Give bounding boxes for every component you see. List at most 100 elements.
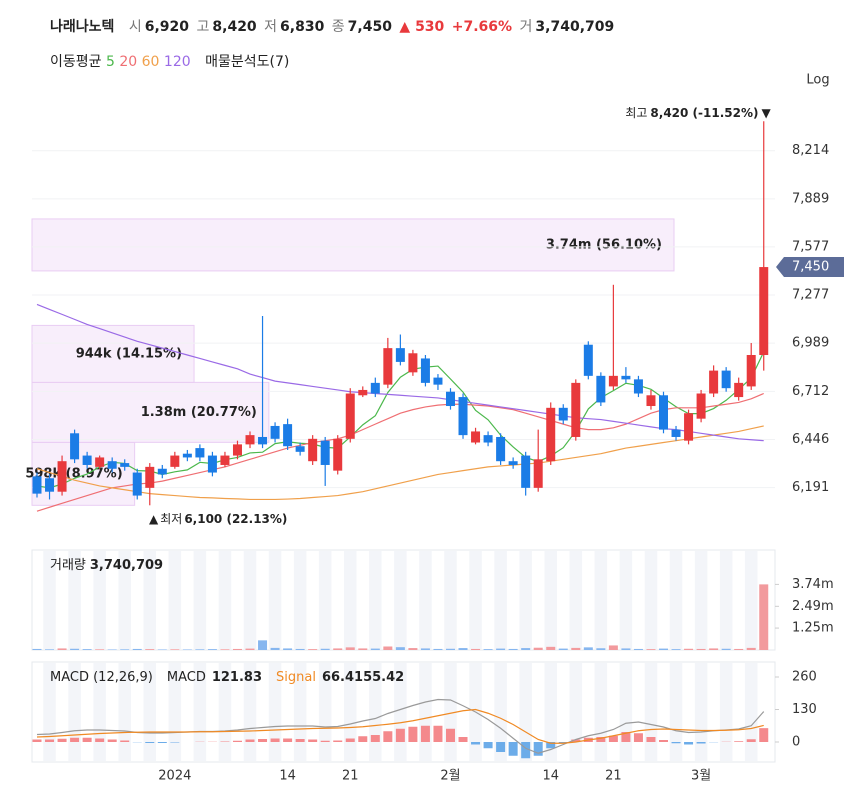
volume-title: 거래량 3,740,709: [50, 558, 163, 573]
candle-body: [308, 438, 318, 462]
macd-histogram-bar: [633, 733, 643, 742]
macd-legend-value: 66.41: [322, 670, 363, 685]
column-band: [694, 551, 708, 649]
candle-body: [621, 375, 631, 380]
column-band: [419, 551, 432, 649]
x-tick-label: 3월: [691, 769, 711, 784]
column-band: [243, 663, 257, 761]
volume-bar: [45, 649, 55, 650]
header-change: ▲ 530: [399, 19, 444, 35]
column-band: [719, 551, 733, 649]
macd-histogram-bar: [70, 737, 80, 742]
column-band: [118, 663, 131, 761]
macd-histogram-bar: [471, 742, 481, 745]
y-tick-label: 6,191: [792, 480, 829, 495]
header-value: 3,740,709: [535, 19, 614, 35]
volume-bar: [483, 649, 493, 650]
volume-bar: [433, 648, 443, 650]
macd-histogram-bar: [759, 728, 769, 742]
column-band: [469, 551, 482, 649]
volume-bar: [633, 648, 643, 650]
macd-histogram-bar: [82, 737, 92, 742]
macd-histogram-bar: [370, 735, 380, 742]
column-band: [694, 663, 708, 761]
candle-body: [270, 425, 280, 439]
volume-bar: [283, 648, 293, 650]
macd-histogram-bar: [596, 737, 606, 742]
volume-bar: [245, 648, 255, 650]
column-band: [719, 663, 733, 761]
volume-bar: [345, 647, 355, 650]
macd-histogram-bar: [232, 740, 242, 742]
macd-legend-name: Signal: [276, 670, 316, 685]
macd-histogram-bar: [433, 725, 443, 742]
y-tick-label: 6,446: [792, 432, 829, 447]
volume-bar: [182, 649, 192, 650]
candle-body: [521, 455, 531, 488]
candle-body: [533, 459, 543, 488]
column-band: [68, 663, 81, 761]
column-band: [494, 663, 507, 761]
candle-body: [95, 457, 105, 467]
volume-bar: [646, 649, 656, 650]
macd-histogram-bar: [496, 742, 506, 752]
volume-bar: [558, 648, 568, 650]
column-band: [569, 663, 583, 761]
high-annotation-part: 8,420 (-11.52%): [650, 106, 758, 120]
candle-body: [320, 440, 330, 465]
y-tick-label: 0: [792, 735, 800, 750]
column-band: [43, 551, 56, 649]
macd-histogram-bar: [508, 742, 518, 756]
macd-histogram-value: 55.42: [363, 670, 404, 685]
legend-entry: 5: [106, 54, 115, 70]
legend-entry: 20: [119, 54, 137, 70]
candle-body: [496, 436, 506, 462]
candle-body: [746, 355, 756, 387]
header: 나래나노텍 시 6,920 고 8,420 저 6,830 종 7,450 ▲ 530 …: [50, 18, 614, 35]
macd-histogram-bar: [621, 732, 631, 742]
y-tick-label: 7,577: [792, 239, 829, 254]
y-tick-label: 8,214: [792, 143, 829, 158]
header-change-pct: +7.66%: [452, 19, 512, 35]
header-value: 7,450: [348, 19, 393, 35]
macd-histogram-bar: [120, 740, 130, 742]
last-price-label: 7,450: [792, 260, 829, 275]
volume-bar: [608, 645, 618, 650]
macd-histogram-bar: [608, 735, 618, 742]
column-band: [343, 551, 357, 649]
column-band: [519, 551, 532, 649]
volume-bar: [671, 649, 681, 650]
volume-bar: [533, 647, 543, 650]
volume-profile-label: 3.74m (56.10%): [546, 237, 662, 252]
column-band: [544, 551, 557, 649]
macd-histogram-bar: [308, 739, 318, 742]
volume-bar: [157, 649, 167, 650]
header-value: 6,830: [280, 19, 325, 35]
macd-histogram-bar: [408, 726, 418, 742]
macd-histogram-bar: [383, 731, 393, 742]
macd-histogram-bar: [295, 739, 305, 742]
y-tick-label: 3.74m: [792, 577, 834, 592]
low-annotation-part: 최저: [160, 512, 182, 526]
volume-bar: [370, 648, 380, 650]
volume-title-text: 거래량: [50, 558, 86, 573]
candle-body: [696, 393, 706, 419]
volume-bar: [70, 648, 80, 650]
low-annotation-part: ▲: [149, 512, 159, 526]
column-band: [293, 663, 307, 761]
column-band: [619, 551, 633, 649]
x-tick-label: 14: [542, 769, 559, 784]
macd-histogram-bar: [170, 742, 180, 743]
volume-bar: [195, 649, 205, 650]
column-band: [93, 551, 106, 649]
macd-histogram-bar: [245, 739, 255, 742]
macd-line: [36, 698, 765, 754]
macd-histogram-bar: [220, 741, 230, 742]
candle-body: [283, 424, 293, 447]
candle-body: [558, 407, 568, 421]
candle-body: [546, 407, 556, 462]
column-band: [268, 663, 282, 761]
y-tick-label: 130: [792, 702, 817, 717]
